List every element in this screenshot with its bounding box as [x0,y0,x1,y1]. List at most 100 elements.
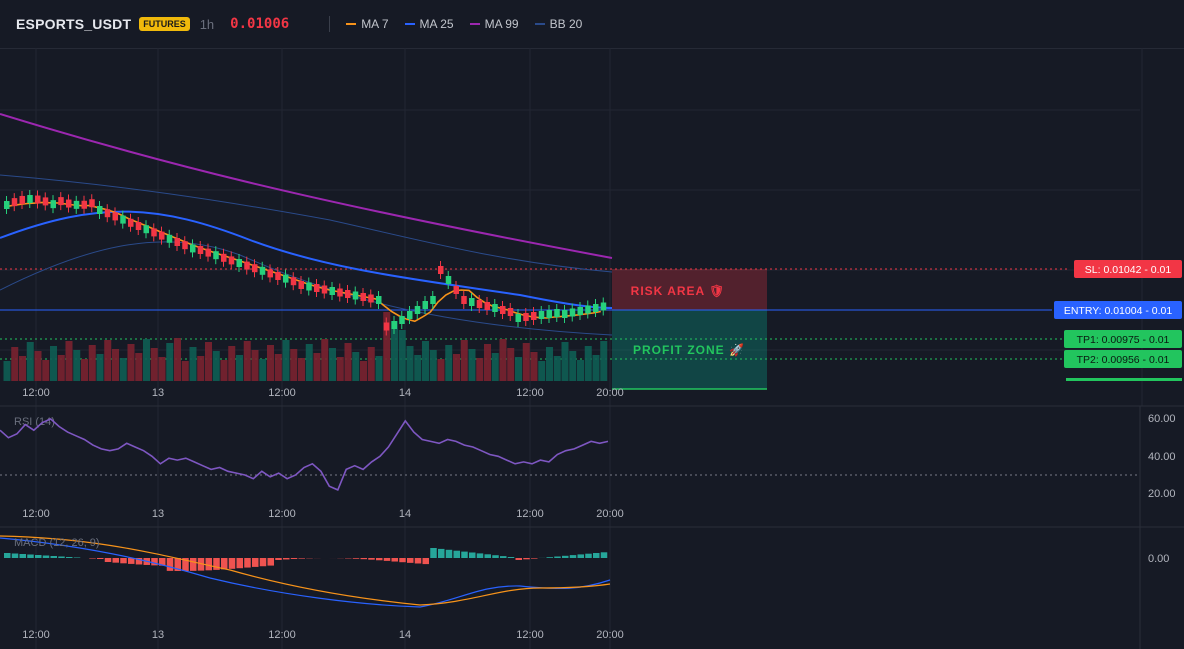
volume-bar [236,355,243,381]
macd-hist-bar [89,558,96,559]
macd-hist-bar [4,553,11,558]
candle-body [430,296,436,304]
candle-body [135,222,142,230]
macd-hist-bar [128,558,135,564]
volume-bar [375,356,383,381]
macd-hist-bar [290,558,298,559]
volume-bar [538,361,546,381]
volume-bar [406,346,414,381]
entry-price-tag[interactable] [1054,301,1182,319]
time-axis-label: 12:00 [22,629,50,641]
candle-body [492,304,498,312]
legend-ma7[interactable]: MA 7 [346,17,389,31]
time-axis-label: 12:00 [268,387,296,399]
volume-bar [546,347,553,381]
volume-bar [499,339,507,381]
volume-bar [181,361,189,381]
macd-hist-bar [352,558,360,559]
macd-histogram [4,548,608,571]
volume-bar [329,348,336,381]
macd-hist-bar [577,554,584,558]
macd-label: MACD (12, 26, 9) [14,537,100,549]
macd-hist-bar [120,558,127,564]
volume-bar [476,358,484,381]
candle-body [383,322,390,331]
legend-bb20[interactable]: BB 20 [534,17,582,31]
candle-body [577,307,583,315]
macd-axis-zero: 0.00 [1148,553,1169,565]
macd-hist-bar [73,557,81,558]
risk-area-zone [612,269,767,310]
candle-body [515,314,521,322]
macd-hist-bar [376,558,383,561]
candle-body [523,313,529,321]
volume-bar [569,351,577,381]
volume-bar [344,343,352,381]
candle-body [221,253,227,262]
sl-price-text: SL: 0.01042 - 0.01 [1085,264,1172,276]
candle-body [205,248,211,257]
macd-hist-bar [523,558,530,560]
volume-bar [19,356,26,381]
macd-hist-bar [236,558,243,569]
volume-bar [453,354,460,381]
macd-hist-bar [531,558,538,559]
macd-line [0,537,611,608]
volume-bar [530,352,538,381]
timeframe-selector[interactable]: 1h [199,16,215,32]
candle-body [484,302,490,310]
ma99-swatch-icon [469,23,480,25]
moving-averages [0,113,613,323]
volume-bar [282,340,290,381]
volume-bar [600,341,608,381]
time-axis-label: 12:00 [22,387,50,399]
time-axis-label: 20:00 [596,629,624,641]
symbol-name[interactable]: ESPORTS_USDT [16,16,132,32]
sl-price-tag[interactable] [1074,260,1182,278]
volume-bar [391,321,398,381]
header-divider [329,16,331,32]
candle-body [166,234,173,243]
entry-price-text: ENTRY: 0.01004 - 0.01 [1064,305,1173,317]
macd-hist-bar [515,558,522,560]
macd-hist-bar [228,558,236,569]
macd-hist-bar [244,558,251,568]
macd-hist-bar [507,557,515,558]
candle-body [306,282,312,291]
macd-hist-bar [422,558,429,565]
candle-body [259,266,266,275]
time-axis-label: 13 [152,629,164,641]
tp2-price-tag[interactable] [1064,350,1182,368]
macd-hist-bar [283,558,290,560]
candle-body [368,294,374,303]
candle-body [151,228,157,237]
legend-ma25[interactable]: MA 25 [404,17,454,31]
volume-bar [26,342,34,381]
candle-body [252,264,258,273]
legend-ma99[interactable]: MA 99 [469,17,519,31]
candle-body [244,261,250,270]
candle-body [476,300,483,308]
rsi-axis-40: 40.00 [1148,451,1176,463]
candle-body [414,306,421,314]
tp1-price-tag[interactable] [1064,330,1182,348]
candle-body [298,281,304,289]
last-price: 0.01006 [230,16,290,32]
macd-hist-bar [383,558,391,561]
candle-body [19,195,25,204]
candle-body [190,244,196,253]
volume-bar [88,345,96,381]
candle-body [337,288,343,297]
candle-body [104,209,111,218]
volume-bar [104,340,112,381]
legend-label: MA 25 [419,17,454,31]
candlesticks[interactable] [4,190,607,336]
macd-hist-bar [112,558,119,563]
candle-body [81,200,87,209]
volume-bar [73,350,81,381]
macd-hist-bar [600,552,608,558]
volume-bar [3,361,11,381]
volume-bar [228,346,236,381]
candle-body [120,215,126,224]
